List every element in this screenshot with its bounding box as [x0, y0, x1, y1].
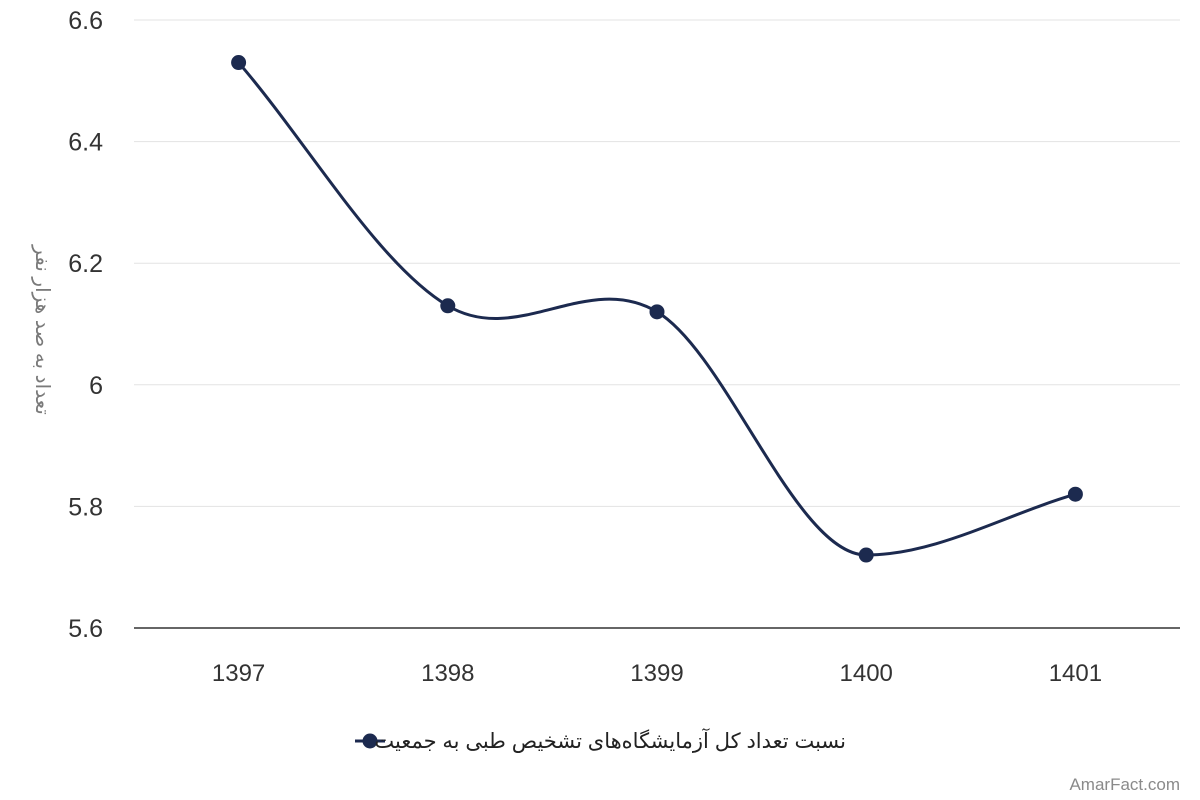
- data-point[interactable]: [231, 55, 247, 71]
- gridlines: [134, 19, 1180, 507]
- credit-text[interactable]: AmarFact.com: [1069, 775, 1180, 794]
- legend[interactable]: نسبت تعداد کل آزمایشگاه‌های تشخیص طبی به…: [355, 728, 846, 753]
- x-tick-label: 1397: [212, 660, 265, 687]
- data-point[interactable]: [440, 298, 456, 314]
- y-tick-label: 5.6: [68, 615, 103, 643]
- y-tick-label: 6.6: [68, 7, 103, 35]
- y-tick-labels: 5.6 5.8 6 6.2 6.4 6.6: [68, 7, 103, 643]
- y-tick-label: 6.2: [68, 250, 103, 278]
- legend-series-label: نسبت تعداد کل آزمایشگاه‌های تشخیص طبی به…: [374, 728, 846, 753]
- data-point[interactable]: [1067, 486, 1083, 502]
- y-tick-label: 6.4: [68, 129, 103, 157]
- y-tick-label: 6: [89, 372, 103, 400]
- data-point[interactable]: [858, 547, 874, 563]
- x-tick-label: 1400: [840, 660, 893, 687]
- series-group: [231, 55, 1083, 563]
- x-tick-label: 1399: [630, 660, 683, 687]
- y-axis-title: تعداد به صد هزار نفر: [31, 244, 53, 415]
- x-tick-label: 1398: [421, 660, 474, 687]
- data-point[interactable]: [649, 304, 665, 320]
- x-tick-label: 1401: [1049, 660, 1102, 687]
- legend-swatch-marker: [362, 733, 378, 749]
- y-tick-label: 5.8: [68, 493, 103, 521]
- x-tick-labels: 1397 1398 1399 1400 1401: [212, 660, 1102, 687]
